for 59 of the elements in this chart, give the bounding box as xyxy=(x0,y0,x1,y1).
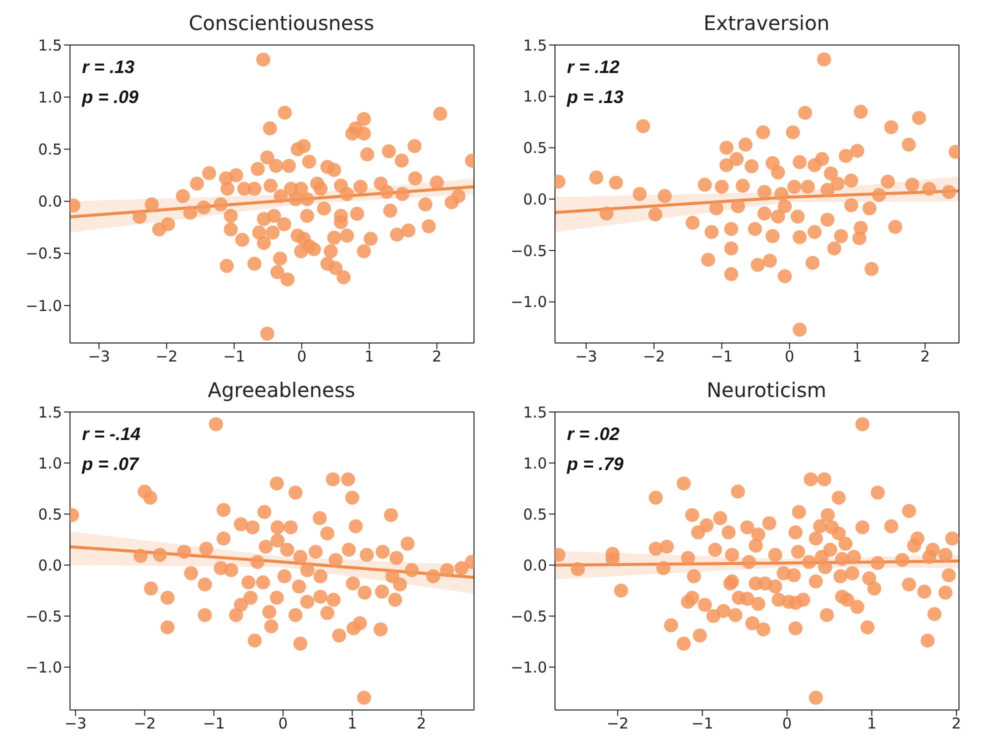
x-tick-label: −3 xyxy=(575,348,598,366)
y-tick-label: 1.5 xyxy=(523,36,547,54)
x-tick-label: −1 xyxy=(202,714,225,733)
y-tick-label: 1.5 xyxy=(38,403,62,422)
x-tick-label: −1 xyxy=(691,714,714,733)
y-tick-label: 1.0 xyxy=(523,454,547,472)
x-tick-label: −2 xyxy=(134,714,156,733)
y-tick-label: −0.5 xyxy=(26,244,62,263)
x-tick-label: 1 xyxy=(364,348,374,366)
annotation: r = .02 xyxy=(567,423,621,446)
x-tick-label: 1 xyxy=(852,348,862,366)
chart-title: Extraversion xyxy=(702,10,831,37)
x-tick-label: 1 xyxy=(866,714,877,733)
x-tick-label: −2 xyxy=(156,348,178,366)
annotation: p = .79 xyxy=(567,453,624,476)
y-tick-label: 1.0 xyxy=(38,454,62,472)
x-tick-label: 1 xyxy=(347,714,358,733)
y-tick-label: −0.5 xyxy=(510,607,547,626)
y-tick-label: 0.5 xyxy=(38,140,62,159)
x-tick-label: −2 xyxy=(606,714,629,733)
x-tick-label: 0 xyxy=(782,714,792,733)
y-tick-label: −1.0 xyxy=(510,293,547,312)
y-tick-label: 0.0 xyxy=(523,190,547,208)
y-tick-label: −1.0 xyxy=(26,658,62,676)
y-tick-label: 0.0 xyxy=(38,556,62,574)
y-tick-label: 1.0 xyxy=(523,88,547,106)
x-tick-label: −3 xyxy=(88,348,110,366)
annotation: r = .12 xyxy=(567,56,621,79)
x-tick-label: 2 xyxy=(432,348,442,366)
y-tick-label: −0.5 xyxy=(26,607,62,626)
y-tick-label: 0.5 xyxy=(523,139,547,158)
annotation: r = .13 xyxy=(82,56,136,79)
x-tick-label: 0 xyxy=(278,714,288,733)
annotation: r = -.14 xyxy=(82,423,141,446)
x-tick-label: 2 xyxy=(920,348,930,366)
chart-title: Conscientiousness xyxy=(188,10,376,37)
x-tick-label: −1 xyxy=(223,348,246,366)
y-tick-label: −1.0 xyxy=(26,296,62,315)
y-tick-label: 0.5 xyxy=(38,505,62,524)
y-tick-label: 0.5 xyxy=(523,505,547,524)
y-tick-label: 1.0 xyxy=(38,88,62,106)
x-tick-label: 0 xyxy=(784,348,794,366)
chart-title: Agreeableness xyxy=(206,377,356,404)
y-tick-label: 1.5 xyxy=(523,403,547,422)
y-tick-label: 1.5 xyxy=(38,36,62,54)
y-tick-label: −1.0 xyxy=(510,658,547,676)
annotation: p = .09 xyxy=(82,86,139,109)
y-tick-label: −0.5 xyxy=(510,242,547,260)
x-tick-label: 0 xyxy=(296,348,306,366)
annotation: p = .07 xyxy=(82,453,140,476)
x-tick-label: −2 xyxy=(642,348,666,366)
annotation: p = .13 xyxy=(567,86,624,109)
x-tick-label: 2 xyxy=(416,714,426,733)
x-tick-label: −3 xyxy=(64,714,87,733)
y-tick-label: 0.0 xyxy=(523,556,547,574)
chart-title: Neuroticism xyxy=(706,377,828,404)
x-tick-label: 2 xyxy=(952,714,962,733)
y-tick-label: 0.0 xyxy=(38,192,62,211)
x-tick-label: −1 xyxy=(710,348,733,366)
